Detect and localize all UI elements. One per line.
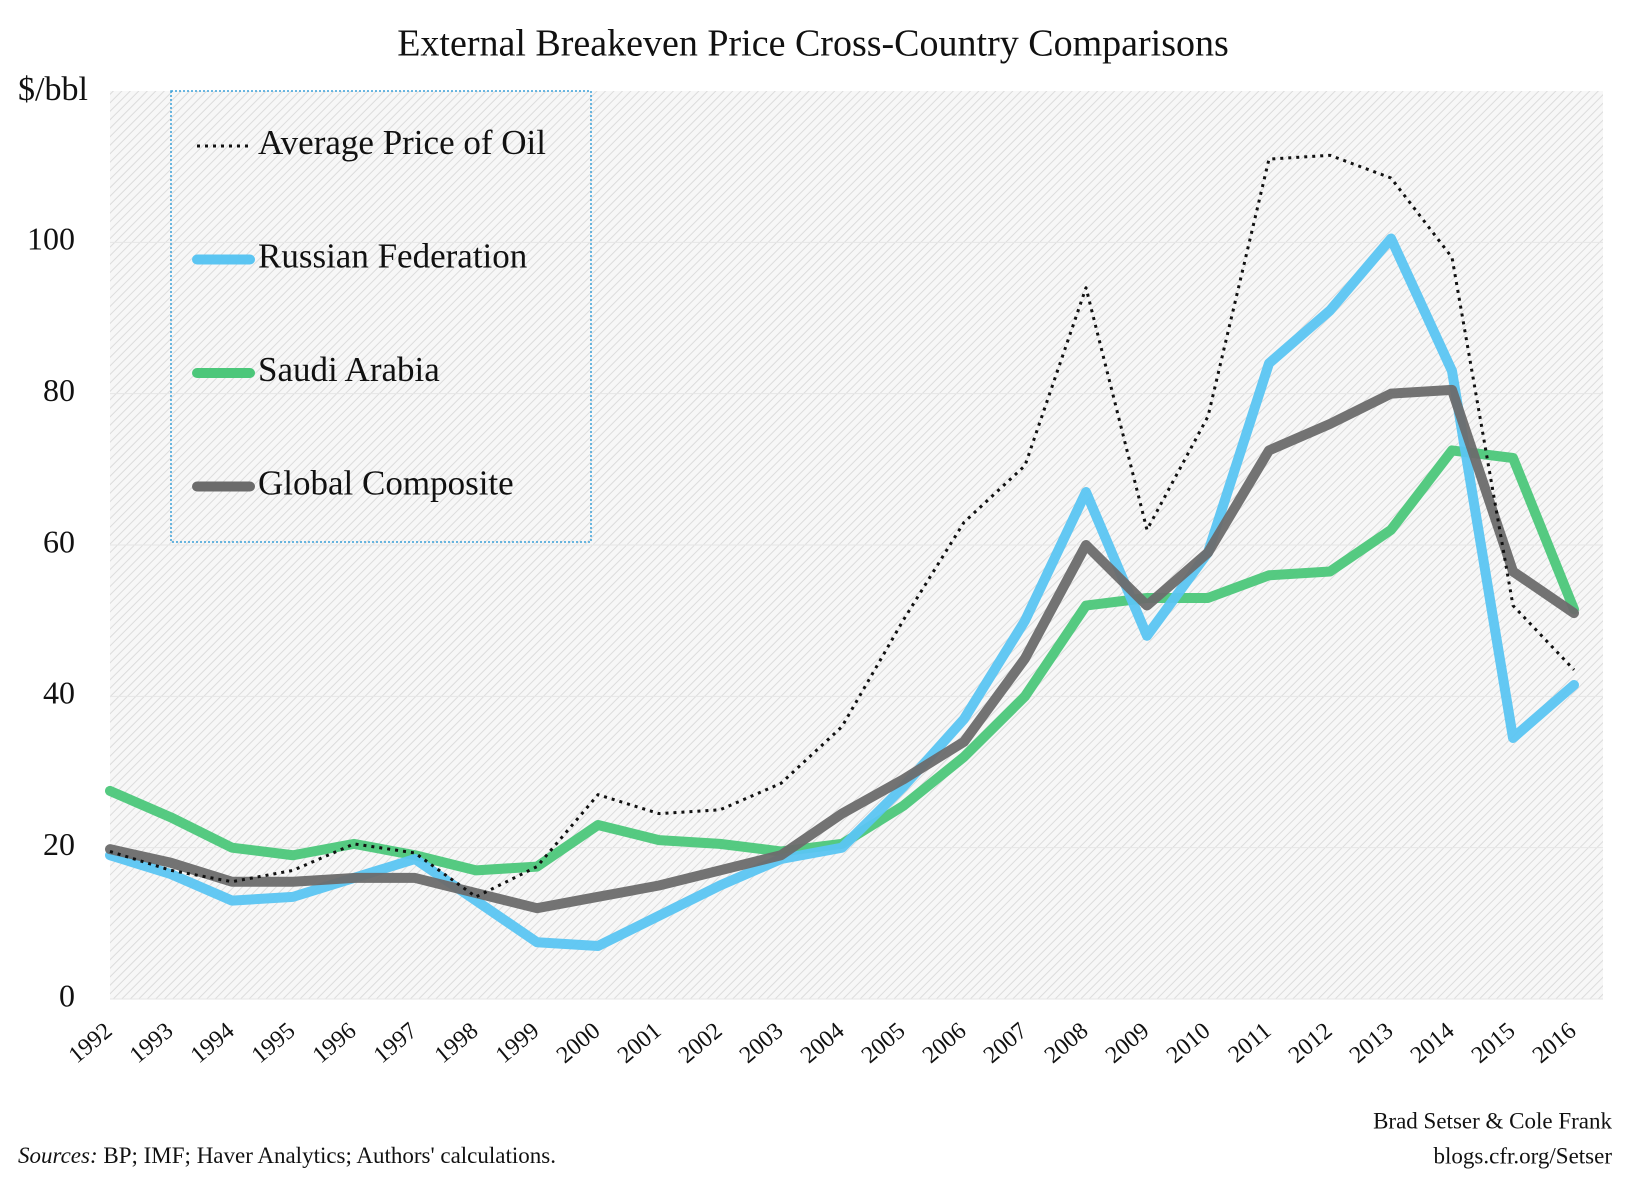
x-tick-label: 1996 xyxy=(308,1018,361,1069)
legend-label: Average Price of Oil xyxy=(258,123,546,162)
y-tick-label: 20 xyxy=(43,826,75,862)
legend-label: Russian Federation xyxy=(258,237,527,276)
x-tick-label: 2006 xyxy=(918,1018,971,1069)
x-tick-label: 2007 xyxy=(979,1018,1032,1069)
x-tick-label: 2004 xyxy=(796,1018,849,1069)
y-tick-label: 0 xyxy=(59,977,75,1013)
y-tick-label: 40 xyxy=(43,675,75,711)
x-tick-label: 1993 xyxy=(125,1018,178,1069)
plot-layer: 0 20 40 60 80 100 1992 1993 1994 1995 1996 1997 1998… xyxy=(27,90,1603,1069)
x-tick-label: 1997 xyxy=(369,1018,422,1069)
legend-label: Saudi Arabia xyxy=(258,350,440,389)
x-tick-label: 2011 xyxy=(1224,1018,1277,1068)
y-tick-label: 60 xyxy=(43,523,75,559)
x-tick-label: 2010 xyxy=(1162,1018,1215,1069)
y-axis-label: $/bbl xyxy=(18,71,88,108)
x-tick-label: 1999 xyxy=(491,1018,544,1069)
chart-title: External Breakeven Price Cross-Country C… xyxy=(397,23,1229,65)
x-tick-label: 2003 xyxy=(735,1018,788,1069)
x-tick-label: 2005 xyxy=(857,1018,910,1069)
x-tick-label: 2016 xyxy=(1528,1018,1581,1069)
x-tick-label: 2002 xyxy=(674,1018,727,1069)
source-label: Sources: xyxy=(18,1143,98,1168)
source: Sources: BP; IMF; Haver Analytics; Autho… xyxy=(18,1143,556,1168)
credit: Brad Setser & Cole Frank xyxy=(1373,1108,1612,1133)
x-tick-label: 2009 xyxy=(1101,1018,1154,1069)
x-tick-label: 1995 xyxy=(247,1018,300,1069)
x-tick-label: 2008 xyxy=(1040,1018,1093,1069)
legend-box xyxy=(170,90,592,543)
y-tick-label: 80 xyxy=(43,372,75,408)
x-tick-label: 1992 xyxy=(64,1018,117,1069)
x-tick-label: 1998 xyxy=(430,1018,483,1069)
x-tick-label: 2000 xyxy=(552,1018,605,1069)
x-tick-label: 2014 xyxy=(1406,1018,1459,1069)
source-text: BP; IMF; Haver Analytics; Authors' calcu… xyxy=(103,1143,556,1168)
y-tick-label: 100 xyxy=(27,221,75,257)
x-tick-label: 2012 xyxy=(1284,1018,1337,1069)
x-tick-label: 2015 xyxy=(1467,1018,1520,1069)
x-tick-label: 2001 xyxy=(613,1018,666,1069)
series-line xyxy=(105,384,1579,914)
series-line xyxy=(109,153,1576,899)
legend-label: Global Composite xyxy=(258,464,514,503)
x-tick-label: 2013 xyxy=(1345,1018,1398,1069)
credit: blogs.cfr.org/Setser xyxy=(1434,1143,1613,1168)
x-tick-label: 1994 xyxy=(186,1018,239,1069)
